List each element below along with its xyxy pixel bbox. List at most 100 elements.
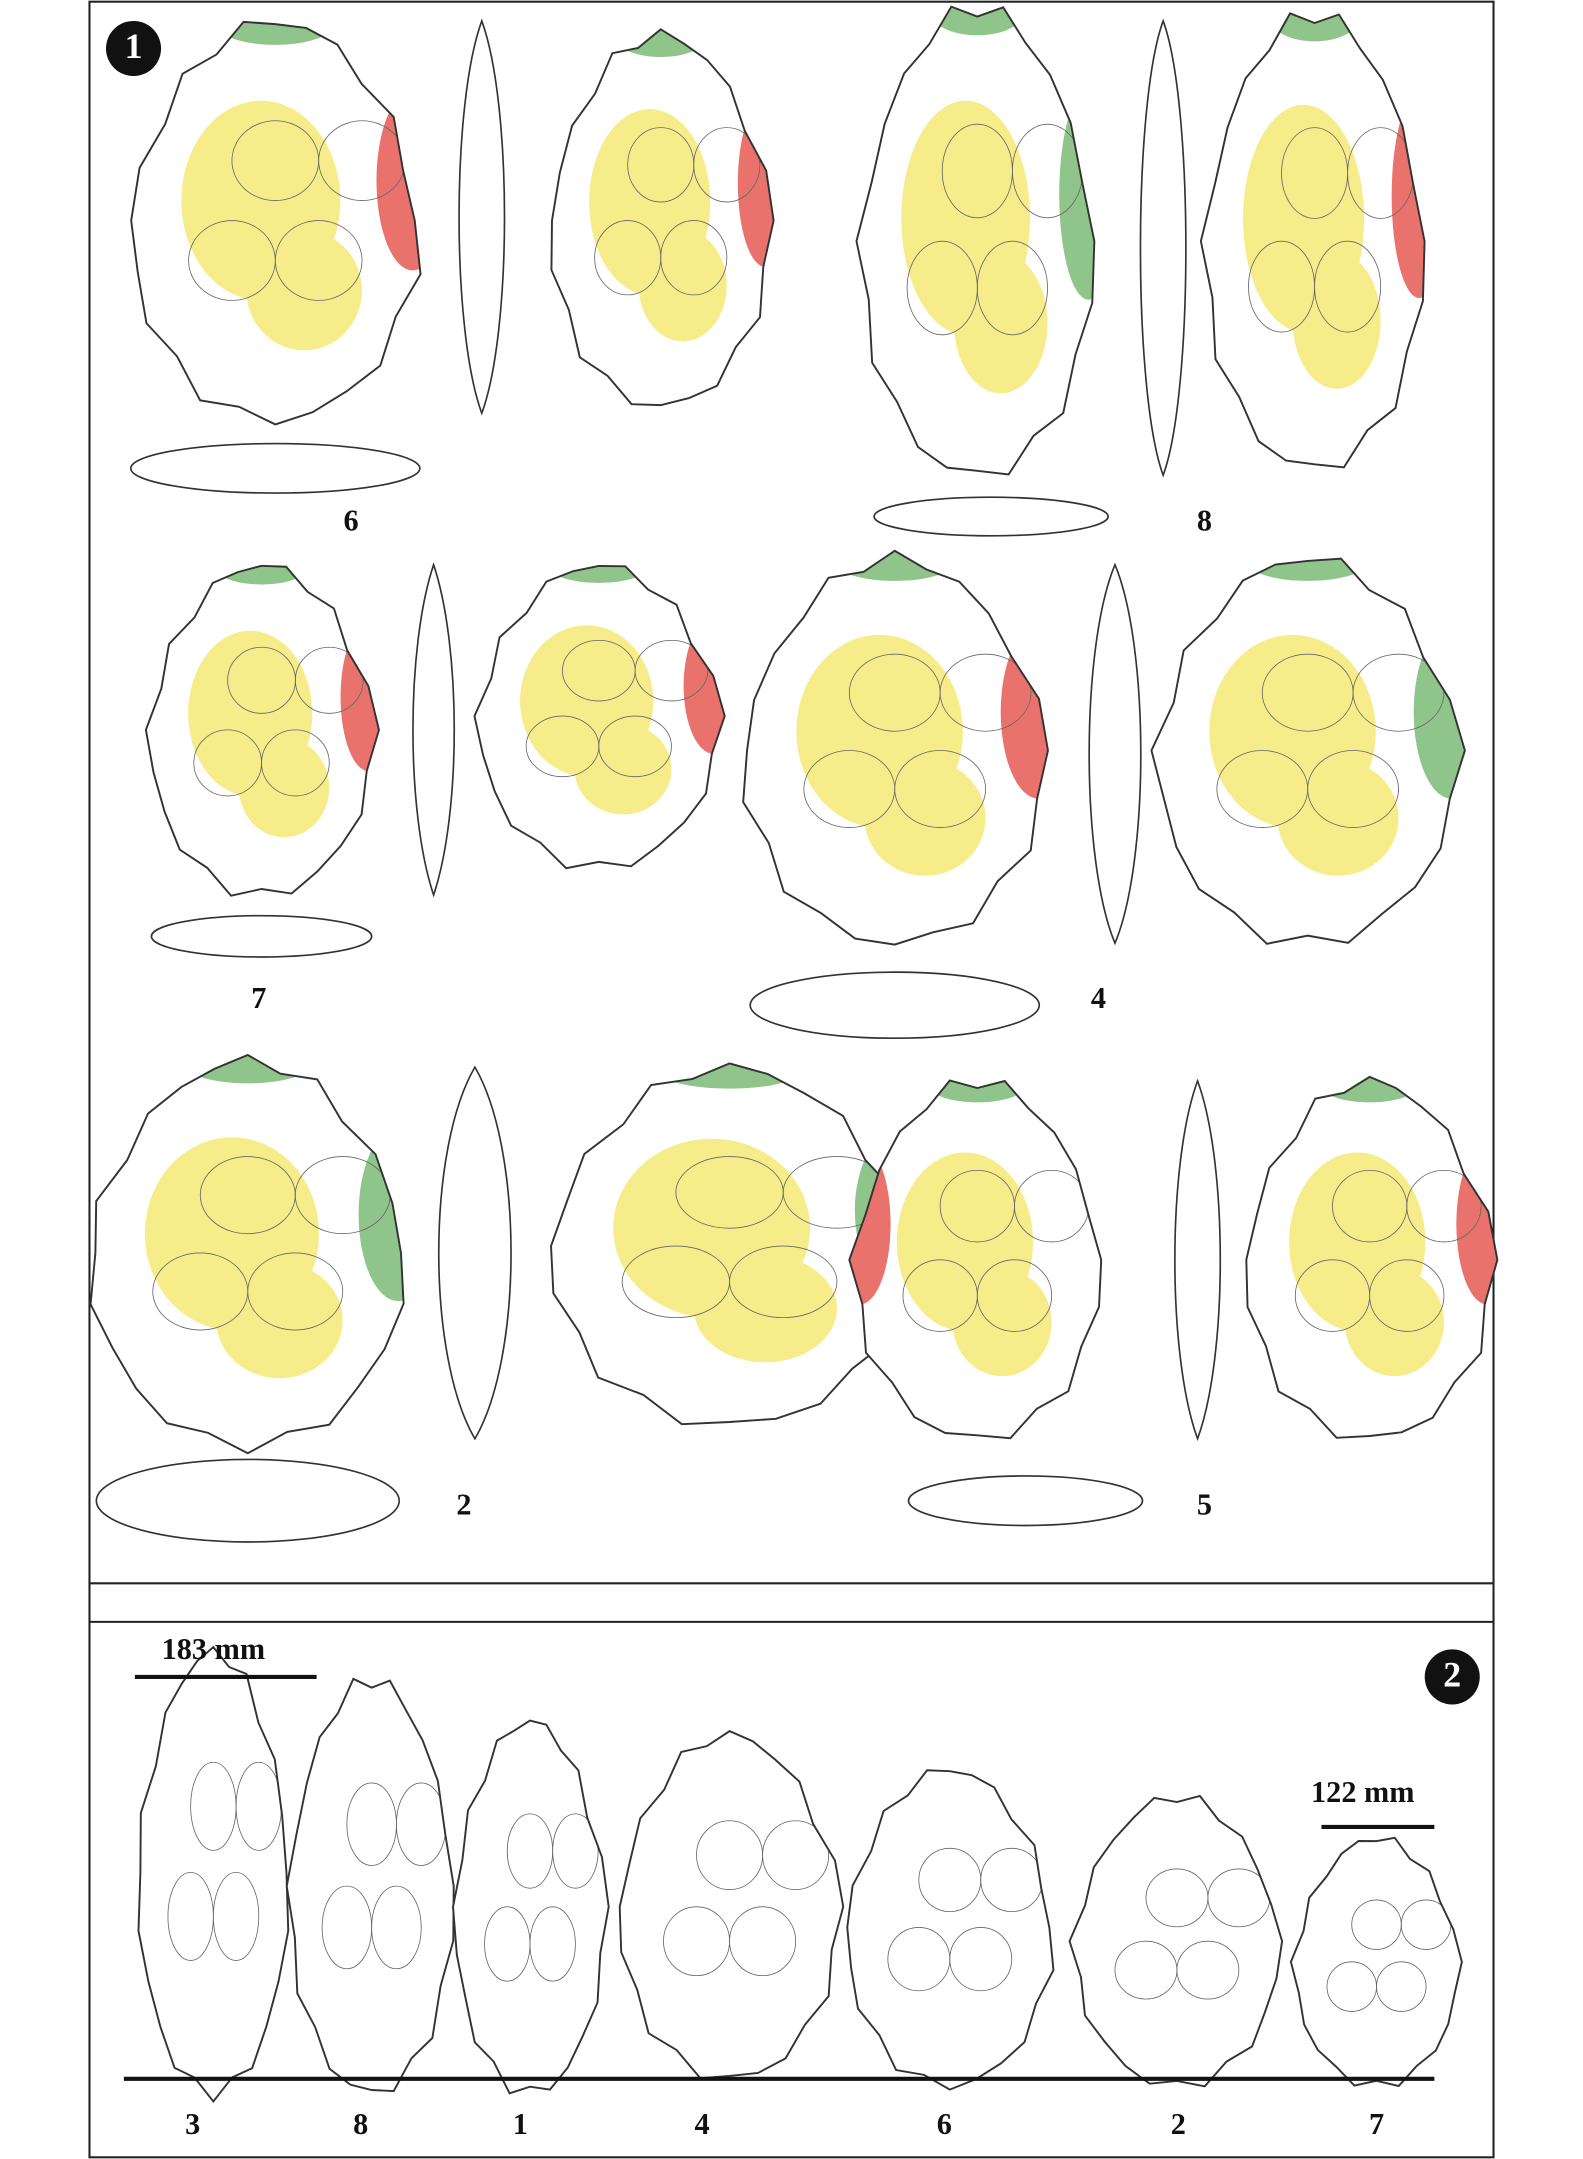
flake-scar	[762, 1820, 830, 1890]
flake-scar	[247, 1252, 344, 1331]
artifact-outline	[550, 1062, 916, 1426]
patch	[340, 622, 379, 772]
scale-label: 122 mm	[1311, 1775, 1414, 1809]
artifact-outline	[848, 1079, 1103, 1440]
patch	[683, 617, 725, 754]
flake-scar	[1406, 1169, 1482, 1243]
patch	[358, 1127, 404, 1302]
artifact	[1290, 1837, 1462, 2087]
artifact-outline	[1199, 12, 1426, 469]
badge-circle	[105, 20, 162, 77]
artifact-outline	[742, 549, 1049, 946]
artifact	[1200, 13, 1425, 468]
artifact	[856, 6, 1095, 475]
artifact-label: 2	[456, 1488, 471, 1522]
badge: 2	[1443, 1655, 1461, 1695]
section	[749, 971, 1041, 1040]
patch	[246, 230, 363, 351]
flake-scar	[939, 653, 1032, 732]
patch	[1391, 93, 1425, 298]
artifact-label: 7	[1369, 2107, 1384, 2141]
flake-scar	[634, 639, 709, 702]
patch	[737, 99, 774, 268]
artifact-label: 5	[1197, 1488, 1212, 1522]
flake-scar	[1376, 1961, 1427, 2012]
artifact-outline	[1150, 557, 1466, 945]
patch	[693, 1255, 837, 1363]
artifact-bg	[847, 1770, 1054, 2090]
flake-scar	[212, 1871, 260, 1961]
patch	[550, 565, 648, 583]
artifact-outline	[550, 28, 775, 407]
artifact-outline	[144, 564, 380, 897]
artifact-outline	[1068, 1794, 1284, 2088]
artifact	[138, 1647, 289, 2100]
patch	[953, 252, 1048, 394]
artifact-outline	[855, 5, 1096, 476]
flake-scar	[294, 646, 364, 714]
patch	[1277, 760, 1399, 876]
flake-scar	[660, 220, 728, 296]
patch	[574, 723, 672, 815]
artifact-bg	[1290, 1837, 1462, 2087]
flake-scar	[1352, 653, 1445, 732]
profile	[458, 18, 506, 416]
flake-scar	[261, 729, 330, 797]
artifact-bg	[286, 1678, 454, 2092]
patch	[927, 1080, 1027, 1103]
artifact	[1246, 1076, 1498, 1438]
flake-scar	[976, 1259, 1053, 1332]
artifact	[847, 1770, 1054, 2090]
artifact-outline	[285, 1677, 455, 2093]
artifact	[131, 21, 421, 425]
flake-scar	[693, 127, 761, 203]
artifact	[286, 1678, 454, 2092]
artifact-outline	[846, 1769, 1055, 2091]
patch	[1456, 1143, 1498, 1305]
flake-scar	[552, 1813, 599, 1889]
patch	[616, 29, 705, 58]
patch	[1292, 252, 1381, 389]
artifact-label: 8	[1197, 503, 1212, 537]
flake-scar	[976, 240, 1048, 336]
profile	[412, 562, 456, 898]
patch	[216, 1262, 343, 1379]
flake-scar	[1307, 750, 1399, 829]
flake-scar	[598, 715, 672, 778]
flake-scar	[729, 1245, 838, 1319]
patch	[216, 565, 307, 585]
artifact-label: 4	[694, 2107, 709, 2141]
patch	[1344, 1268, 1444, 1377]
artifact	[743, 550, 1048, 945]
artifact	[1069, 1795, 1283, 2087]
flake-scar	[1176, 1940, 1240, 2000]
section	[907, 1475, 1144, 1527]
artifact-outline	[618, 1730, 845, 2080]
patch	[657, 1063, 802, 1089]
patch	[834, 550, 956, 581]
artifact-outline	[452, 1719, 610, 2095]
artifact-outline	[130, 20, 422, 426]
flake-scar	[1314, 240, 1382, 333]
patch	[184, 1054, 312, 1084]
flake-scar	[529, 1906, 576, 1982]
flake-scar	[274, 220, 363, 301]
badge: 1	[125, 26, 143, 66]
patch	[1059, 89, 1095, 300]
artifact-outline	[1289, 1836, 1463, 2088]
profile	[1139, 18, 1187, 478]
frame	[88, 0, 1495, 2159]
artifact-label: 6	[343, 503, 358, 537]
profile	[437, 1065, 512, 1441]
artifact-outline	[473, 564, 726, 870]
patch	[1000, 625, 1048, 799]
artifact-label: 2	[1171, 2107, 1186, 2141]
patch	[238, 738, 330, 838]
artifact-bg	[453, 1720, 609, 2094]
flake-scar	[949, 1927, 1013, 1992]
scale-label: 183 mm	[162, 1632, 265, 1666]
artifact-bg	[138, 1647, 289, 2100]
artifacts	[89, 5, 1499, 2103]
artifact-label: 6	[937, 2107, 952, 2141]
